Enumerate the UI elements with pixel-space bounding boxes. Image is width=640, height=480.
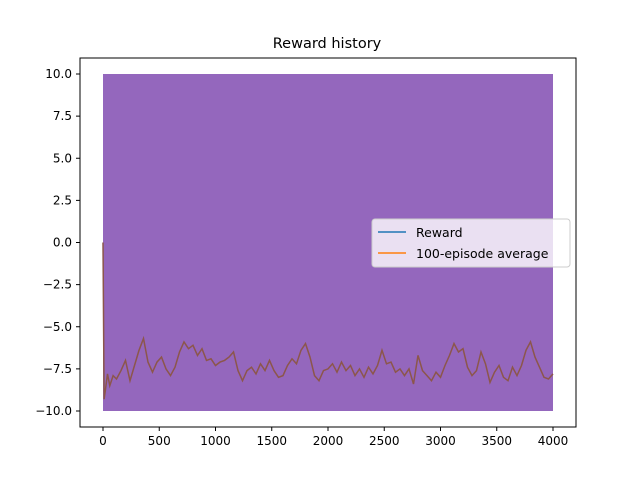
y-tick-label: 7.5 (53, 109, 72, 123)
legend-box (371, 218, 571, 268)
y-tick-label: −5.0 (43, 320, 72, 334)
y-tick-label: −7.5 (43, 362, 72, 376)
y-tick-label: 10.0 (45, 67, 72, 81)
legend-label: 100-episode average (416, 246, 549, 261)
x-tick-label: 4000 (538, 434, 569, 448)
x-tick-label: 500 (148, 434, 171, 448)
y-tick-label: 2.5 (53, 193, 72, 207)
x-tick-label: 0 (99, 434, 107, 448)
legend: Reward 100-episode average (371, 218, 571, 268)
x-tick-label: 3000 (425, 434, 456, 448)
x-tick-label: 2500 (369, 434, 400, 448)
axes: 0 500 1000 1500 2000 2500 3000 3500 4000 −10.0 −7.… (35, 57, 577, 448)
y-tick-label: −10.0 (35, 404, 72, 418)
y-tick-label: 5.0 (53, 151, 72, 165)
chart-title: Reward history (273, 36, 382, 52)
x-tick-label: 1500 (256, 434, 287, 448)
x-tick-label: 3500 (481, 434, 512, 448)
y-tick-label: 0.0 (53, 236, 72, 250)
x-tick-label: 2000 (313, 434, 344, 448)
y-tick-label: −2.5 (43, 278, 72, 292)
legend-label: Reward (416, 225, 463, 240)
x-tick-label: 1000 (200, 434, 231, 448)
average-series-line (102, 242, 554, 400)
